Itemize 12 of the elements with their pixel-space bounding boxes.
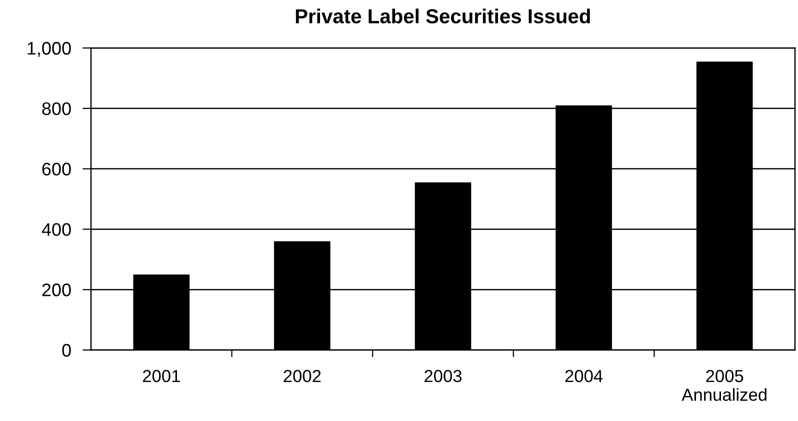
- x-tick-label: 2003: [424, 370, 462, 382]
- x-tick-label: 2005 Annualized: [682, 370, 766, 401]
- chart-title: Private Label Securities Issued: [296, 8, 590, 24]
- x-tick-label: 2001: [142, 370, 180, 382]
- y-tick-label: 600: [42, 162, 71, 176]
- y-tick-label: 200: [42, 284, 71, 296]
- y-tick-label: 1,000: [28, 42, 71, 57]
- y-tick-label: 0: [62, 344, 71, 357]
- y-tick-label: 400: [42, 223, 71, 236]
- x-tick-label: 2002: [284, 370, 321, 382]
- x-tick-label: 2004: [565, 370, 603, 382]
- y-tick-label: 800: [42, 102, 71, 116]
